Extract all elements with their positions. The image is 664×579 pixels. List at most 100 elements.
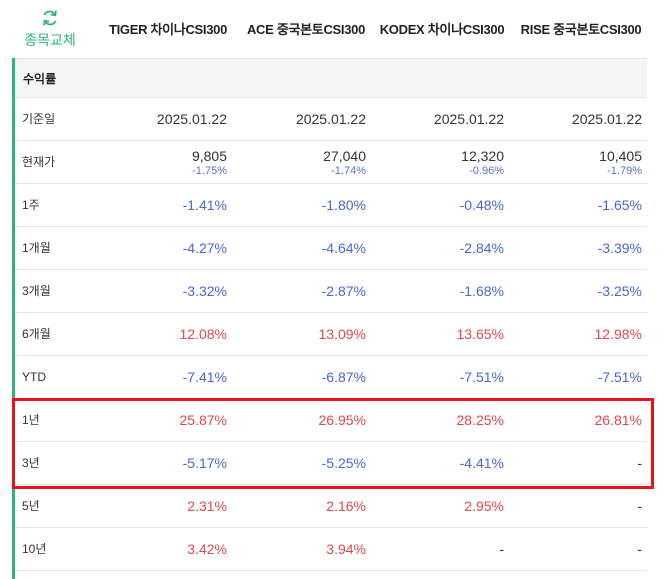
return-value: -0.48%: [459, 197, 504, 213]
return-value: -1.80%: [321, 197, 366, 213]
table-row-ytd: YTD -7.41% -6.87% -7.51% -7.51%: [15, 356, 647, 399]
row-label: 현재가: [22, 155, 56, 169]
return-value: -: [637, 498, 642, 514]
cell: -1.41%: [91, 184, 229, 226]
table-row-10y: 10년 3.42% 3.94% - -: [15, 528, 647, 571]
price-change: -1.79%: [607, 164, 642, 177]
cell: 28.25%: [368, 399, 506, 441]
cell: 25.87%: [91, 399, 229, 441]
table-row-1m: 1개월 -4.27% -4.64% -2.84% -3.39%: [15, 227, 647, 270]
return-value: 2.95%: [464, 498, 504, 514]
compare-header: 종목교체 TIGER 차이나CSI300 ACE 중국본토CSI300 KODE…: [0, 0, 664, 58]
cell: -7.51%: [506, 356, 644, 398]
swap-stocks-button[interactable]: 종목교체: [16, 9, 84, 50]
row-label: 10년: [22, 542, 47, 556]
price-change: -1.75%: [192, 164, 227, 177]
column-header-kodex: KODEX 차이나CSI300: [379, 22, 505, 37]
return-value: -3.32%: [182, 283, 227, 299]
cell: 2025.01.22: [368, 98, 506, 140]
cell: -: [506, 485, 644, 527]
cell: 2.31%: [91, 485, 229, 527]
cell: -3.25%: [506, 270, 644, 312]
refresh-icon: [43, 10, 57, 26]
return-value: 26.95%: [318, 412, 366, 428]
column-header-tiger: TIGER 차이나CSI300: [108, 22, 228, 37]
cell: -1.68%: [368, 270, 506, 312]
cell-value: 2025.01.22: [433, 111, 504, 127]
cell: -5.25%: [230, 442, 368, 484]
row-label: 1년: [22, 413, 40, 427]
cell: 13.65%: [368, 313, 506, 355]
return-value: 3.94%: [326, 541, 366, 557]
price-change: -0.96%: [469, 164, 504, 177]
table-row-1w: 1주 -1.41% -1.80% -0.48% -1.65%: [15, 184, 647, 227]
return-value: -3.25%: [597, 283, 642, 299]
return-value: -4.64%: [321, 240, 366, 256]
cell: -5.17%: [91, 442, 229, 484]
return-value: 2.16%: [326, 498, 366, 514]
column-header-rise: RISE 중국본토CSI300: [520, 22, 642, 37]
return-value: 2.31%: [187, 498, 227, 514]
row-label: 기준일: [22, 112, 56, 126]
return-value: -: [637, 541, 642, 557]
cell-value: 2025.01.22: [156, 111, 227, 127]
row-label: YTD: [22, 370, 46, 384]
cell: -: [506, 442, 644, 484]
return-value: -6.87%: [321, 369, 366, 385]
cell: -1.65%: [506, 184, 644, 226]
price-value: 9,805: [191, 147, 227, 164]
return-value: 26.81%: [594, 412, 642, 428]
cell: -7.51%: [368, 356, 506, 398]
return-value: -7.51%: [597, 369, 642, 385]
return-value: -7.51%: [459, 369, 504, 385]
return-value: -5.17%: [182, 455, 227, 471]
return-value: 25.87%: [179, 412, 227, 428]
row-label: 6개월: [22, 327, 51, 341]
cell: 3.94%: [230, 528, 368, 570]
price-change: -1.74%: [331, 164, 366, 177]
cell: 2025.01.22: [91, 98, 229, 140]
cell: -4.27%: [91, 227, 229, 269]
cell: -: [368, 528, 506, 570]
cell: -1.80%: [230, 184, 368, 226]
return-value: 12.08%: [179, 326, 227, 342]
table-row-1y: 1년 25.87% 26.95% 28.25% 26.81%: [15, 399, 647, 442]
cell: 26.81%: [506, 399, 644, 441]
price-value: 10,405: [599, 147, 642, 164]
cell: -7.41%: [91, 356, 229, 398]
cell: 2.16%: [230, 485, 368, 527]
cell: 10,405 -1.79%: [506, 141, 644, 183]
cell: 12,320 -0.96%: [368, 141, 506, 183]
table-row-price: 현재가 9,805 -1.75% 27,040 -1.74% 12,320 -0.96…: [15, 141, 647, 184]
return-value: -: [499, 541, 504, 557]
return-value: 13.65%: [456, 326, 504, 342]
cell: 2.95%: [368, 485, 506, 527]
row-label: 1주: [22, 198, 40, 212]
cell: 3.42%: [91, 528, 229, 570]
row-label: 3년: [22, 456, 40, 470]
cell: -4.64%: [230, 227, 368, 269]
cell: 12.08%: [91, 313, 229, 355]
return-value: -4.27%: [182, 240, 227, 256]
return-value: -7.41%: [182, 369, 227, 385]
return-value: -4.41%: [459, 455, 504, 471]
cell: -3.39%: [506, 227, 644, 269]
return-value: 12.98%: [594, 326, 642, 342]
return-value: -2.84%: [459, 240, 504, 256]
column-header-ace: ACE 중국본토CSI300: [246, 22, 366, 37]
table-row-3y: 3년 -5.17% -5.25% -4.41% -: [15, 442, 647, 485]
cell: 13.09%: [230, 313, 368, 355]
cell: 12.98%: [506, 313, 644, 355]
swap-stocks-label: 종목교체: [24, 32, 76, 48]
price-value: 27,040: [323, 147, 366, 164]
cell: 2025.01.22: [230, 98, 368, 140]
return-value: 28.25%: [456, 412, 504, 428]
return-value: 13.09%: [318, 326, 366, 342]
cell: 2025.01.22: [506, 98, 644, 140]
cell: 27,040 -1.74%: [230, 141, 368, 183]
table-row-base-date: 기준일 2025.01.22 2025.01.22 2025.01.22 202…: [15, 98, 647, 141]
return-value: -1.41%: [182, 197, 227, 213]
return-value: -5.25%: [321, 455, 366, 471]
cell: -: [506, 528, 644, 570]
cell: -4.41%: [368, 442, 506, 484]
